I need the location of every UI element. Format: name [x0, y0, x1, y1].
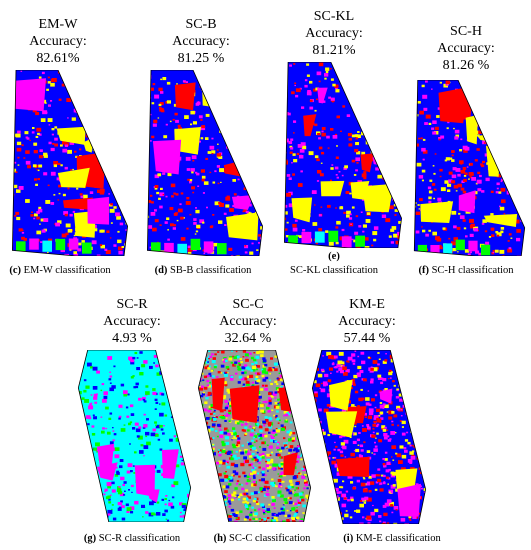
- panel-d-accuracy: 81.25 %: [177, 51, 225, 66]
- panel-h-classification-map: [197, 350, 312, 522]
- panel-f-classification-map: [413, 80, 526, 256]
- panel-d-classification-map: [146, 70, 264, 256]
- panel-g-method: SC-R: [116, 297, 148, 312]
- panel-h-method: SC-C: [232, 297, 264, 312]
- panel-f-caption-text: SC-H classification: [431, 265, 514, 276]
- panel-i-caption: (i) KM-E classification: [343, 532, 440, 545]
- panel-c-letter: (c): [9, 265, 22, 276]
- panel-i-letter: (i): [343, 533, 354, 544]
- panel-f-method: SC-H: [450, 24, 482, 39]
- panel-i-method: KM-E: [349, 297, 385, 312]
- panel-d-caption: (d) SB-B classification: [155, 264, 252, 277]
- panel-d-accuracy-label: Accuracy:: [172, 34, 230, 49]
- panel-h-caption-text: SC-C classification: [229, 533, 311, 544]
- panel-e-classification-map: [284, 62, 402, 248]
- panel-f-letter: (f): [418, 265, 429, 276]
- panel-i-classification-map: [311, 350, 427, 524]
- panel-g-title: SC-R Accuracy: 4.93 %: [103, 296, 161, 347]
- panel-i-accuracy: 57.44 %: [343, 331, 391, 346]
- panel-h-caption: (h) SC-C classification: [214, 532, 311, 545]
- panel-f-caption: (f) SC-H classification: [418, 264, 513, 277]
- panel-g-accuracy-label: Accuracy:: [103, 314, 161, 329]
- panel-h-letter: (h): [213, 533, 227, 544]
- panel-g-caption-text: SC-R classification: [98, 533, 181, 544]
- panel-e-caption-text: SC-KL classification: [290, 265, 378, 276]
- panel-e-title: SC-KL Accuracy: 81.21%: [305, 8, 363, 59]
- panel-g-letter: (g): [83, 533, 97, 544]
- panel-e-accuracy: 81.21%: [312, 43, 356, 58]
- panel-i-title: KM-E Accuracy: 57.44 %: [338, 296, 396, 347]
- panel-f-title: SC-H Accuracy: 81.26 %: [437, 23, 495, 74]
- panel-d-caption-text: SB-B classification: [170, 265, 252, 276]
- panel-e-caption: SC-KL classification: [290, 264, 378, 277]
- panel-h-accuracy-label: Accuracy:: [219, 314, 277, 329]
- panel-c-accuracy-label: Accuracy:: [29, 34, 87, 49]
- panel-g-accuracy: 4.93 %: [112, 331, 152, 346]
- panel-f-accuracy-label: Accuracy:: [437, 41, 495, 56]
- panel-d-method: SC-B: [185, 17, 217, 32]
- panel-c-accuracy: 82.61%: [36, 51, 80, 66]
- panel-h-accuracy: 32.64 %: [224, 331, 272, 346]
- panel-e-accuracy-label: Accuracy:: [305, 26, 363, 41]
- panel-g-classification-map: [77, 350, 192, 522]
- panel-d-title: SC-B Accuracy: 81.25 %: [172, 16, 230, 67]
- panel-e-letter: (e): [328, 251, 340, 262]
- panel-c-method: EM-W: [38, 17, 78, 32]
- panel-h-title: SC-C Accuracy: 32.64 %: [219, 296, 277, 347]
- panel-c-classification-map: [11, 70, 129, 256]
- panel-c-caption: (c) EM-W classification: [9, 264, 110, 277]
- panel-i-caption-text: KM-E classification: [355, 533, 441, 544]
- panel-g-caption: (g) SC-R classification: [84, 532, 180, 545]
- panel-c-caption-text: EM-W classification: [23, 265, 111, 276]
- panel-d-letter: (d): [154, 265, 168, 276]
- panel-c-title: EM-W Accuracy: 82.61%: [29, 16, 87, 67]
- panel-f-accuracy: 81.26 %: [442, 58, 490, 73]
- panel-i-accuracy-label: Accuracy:: [338, 314, 396, 329]
- panel-e-method: SC-KL: [313, 9, 355, 24]
